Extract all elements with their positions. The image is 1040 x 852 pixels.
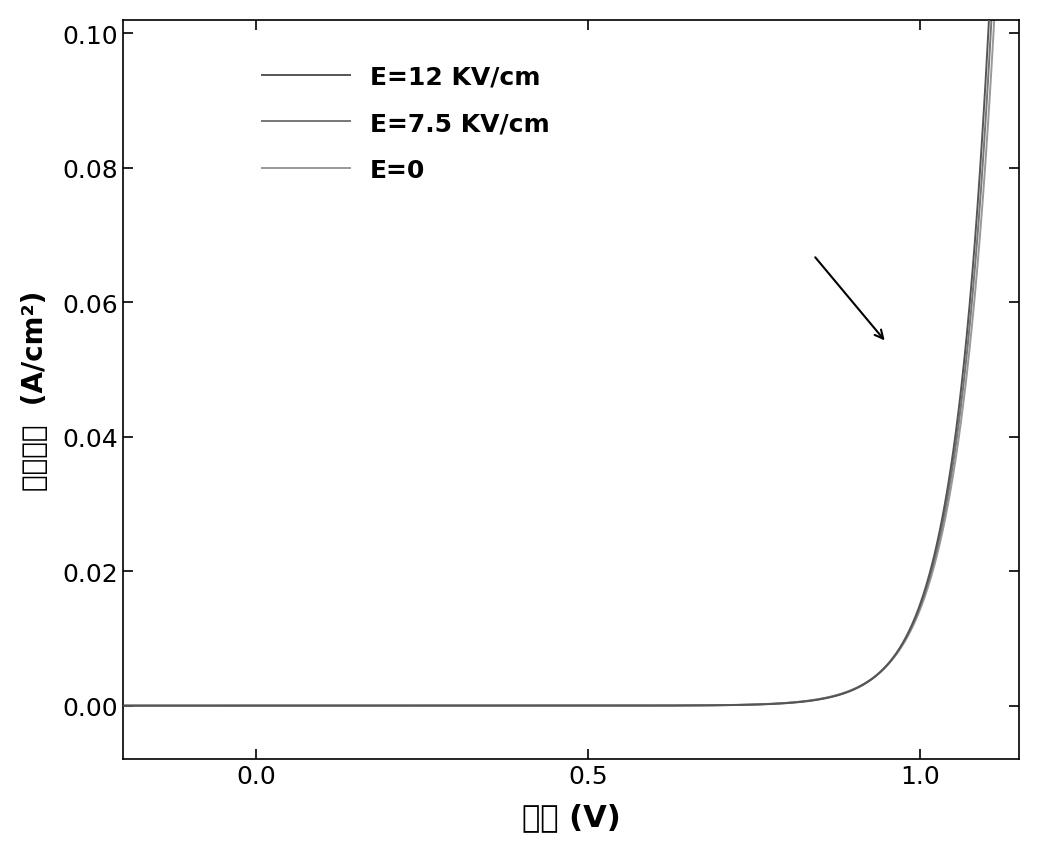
Legend: E=12 KV/cm, E=7.5 KV/cm, E=0: E=12 KV/cm, E=7.5 KV/cm, E=0 — [253, 55, 560, 193]
X-axis label: 偏压 (V): 偏压 (V) — [522, 803, 621, 832]
Y-axis label: 电流密度  (A/cm²): 电流密度 (A/cm²) — [21, 290, 49, 490]
